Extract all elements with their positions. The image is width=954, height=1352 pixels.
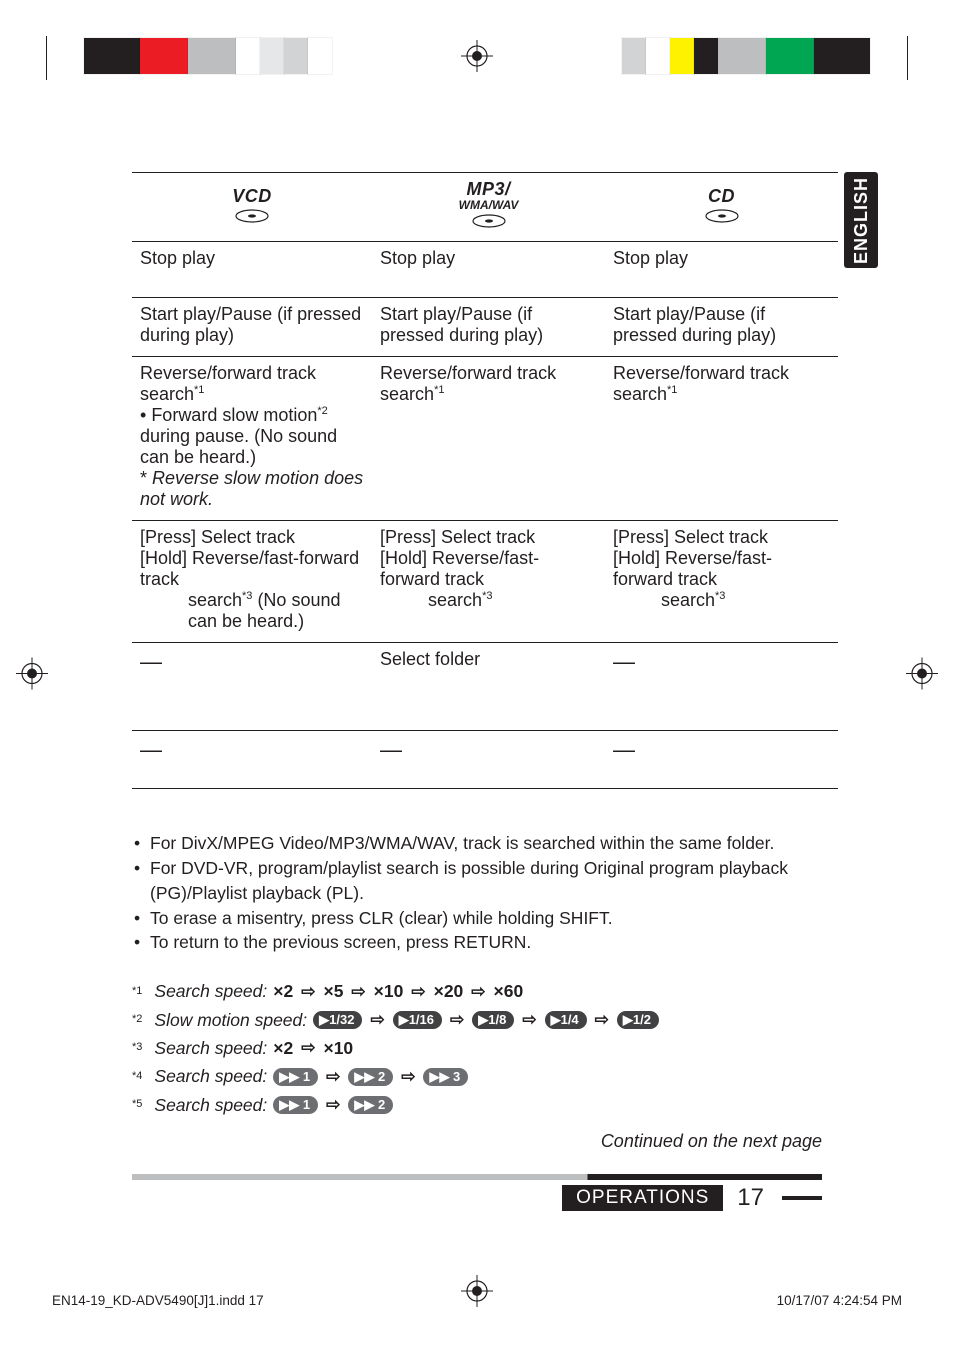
header-mp3: MP3/ WMA/WAV: [372, 173, 605, 242]
footnote-row: *2Slow motion speed:▶1/32⇨▶1/16⇨▶1/8⇨▶1/…: [132, 1006, 838, 1034]
registration-mark-top: [461, 40, 493, 77]
header-cd: CD: [605, 173, 838, 242]
table-row: — — —: [132, 731, 838, 789]
language-tab: ENGLISH: [844, 172, 878, 268]
footer-page-number: 17: [737, 1184, 764, 1212]
colorbar-right: [622, 38, 870, 74]
cell: Start play/Pause (if pressed during play…: [132, 298, 372, 357]
header-vcd: VCD: [132, 173, 372, 242]
disc-icon: [472, 214, 506, 228]
cell: Start play/Pause (if pressed during play…: [372, 298, 605, 357]
disc-icon: [705, 209, 739, 223]
cell: Start play/Pause (if pressed during play…: [605, 298, 838, 357]
table-row: — Select folder —: [132, 643, 838, 731]
table-row: Start play/Pause (if pressed during play…: [132, 298, 838, 357]
cell-empty: —: [605, 643, 838, 731]
sup: *1: [194, 384, 204, 396]
notes-list: For DivX/MPEG Video/MP3/WMA/WAV, track i…: [132, 831, 838, 955]
table-row: Stop play Stop play Stop play: [132, 242, 838, 298]
cell-press-vcd: [Press] Select track [Hold] Reverse/fast…: [132, 521, 372, 643]
footer-tick: [782, 1196, 822, 1200]
cell-empty: —: [132, 643, 372, 731]
registration-mark-left: [16, 658, 48, 695]
cell-reverse-vcd: Reverse/forward track search*1 Forward s…: [132, 357, 372, 521]
cell: Stop play: [372, 242, 605, 298]
print-file: EN14-19_KD-ADV5490[J]1.indd 17: [52, 1293, 264, 1308]
language-label: ENGLISH: [851, 176, 872, 263]
registration-mark-right: [906, 658, 938, 695]
cell-reverse-cd: Reverse/forward track search*1: [605, 357, 838, 521]
footnotes: *1Search speed:×2⇨×5⇨×10⇨×20⇨×60*2Slow m…: [132, 977, 838, 1119]
table-row: [Press] Select track [Hold] Reverse/fast…: [132, 521, 838, 643]
cell-empty: —: [132, 731, 372, 789]
list-item: To erase a misentry, press CLR (clear) w…: [132, 906, 838, 931]
header-vcd-label: VCD: [140, 186, 364, 207]
footnote-row: *1Search speed:×2⇨×5⇨×10⇨×20⇨×60: [132, 977, 838, 1005]
table-row: Reverse/forward track search*1 Forward s…: [132, 357, 838, 521]
page-content: VCD MP3/ WMA/WAV CD Stop play Stop play …: [132, 172, 838, 1119]
footer-bar: [132, 1174, 822, 1180]
cell-press-cd: [Press] Select track [Hold] Reverse/fast…: [605, 521, 838, 643]
cell-press-mp3: [Press] Select track [Hold] Reverse/fast…: [372, 521, 605, 643]
footer-section-label: OPERATIONS: [562, 1185, 723, 1211]
list-item: For DivX/MPEG Video/MP3/WMA/WAV, track i…: [132, 831, 838, 856]
print-footer: EN14-19_KD-ADV5490[J]1.indd 17 10/17/07 …: [52, 1293, 902, 1308]
cell: Stop play: [132, 242, 372, 298]
cell-empty: —: [605, 731, 838, 789]
list-item: For DVD-VR, program/playlist search is p…: [132, 856, 838, 906]
cell-folder: Select folder: [372, 643, 605, 731]
footnote-row: *4Search speed:▶▶ 1⇨▶▶ 2⇨▶▶ 3: [132, 1062, 838, 1090]
bullet: Forward slow motion*2 during pause. (No …: [140, 405, 337, 467]
text: Reverse/forward track search: [140, 363, 316, 404]
continued-text: Continued on the next page: [601, 1131, 822, 1152]
cell: Stop play: [605, 242, 838, 298]
colorbar-left: [84, 38, 332, 74]
header-cd-label: CD: [613, 186, 830, 207]
page-footer: OPERATIONS 17: [132, 1174, 822, 1212]
header-mp3-sub: WMA/WAV: [380, 198, 597, 212]
list-item: To return to the previous screen, press …: [132, 930, 838, 955]
cell-reverse-mp3: Reverse/forward track search*1: [372, 357, 605, 521]
footnote-row: *5Search speed:▶▶ 1⇨▶▶ 2: [132, 1091, 838, 1119]
asterisk-note: Reverse slow motion does not work.: [140, 468, 363, 509]
operations-table: VCD MP3/ WMA/WAV CD Stop play Stop play …: [132, 172, 838, 789]
print-timestamp: 10/17/07 4:24:54 PM: [777, 1293, 902, 1308]
cell-empty: —: [372, 731, 605, 789]
footnote-row: *3Search speed:×2⇨×10: [132, 1034, 838, 1062]
header-mp3-label: MP3/: [380, 181, 597, 198]
disc-icon: [235, 209, 269, 223]
